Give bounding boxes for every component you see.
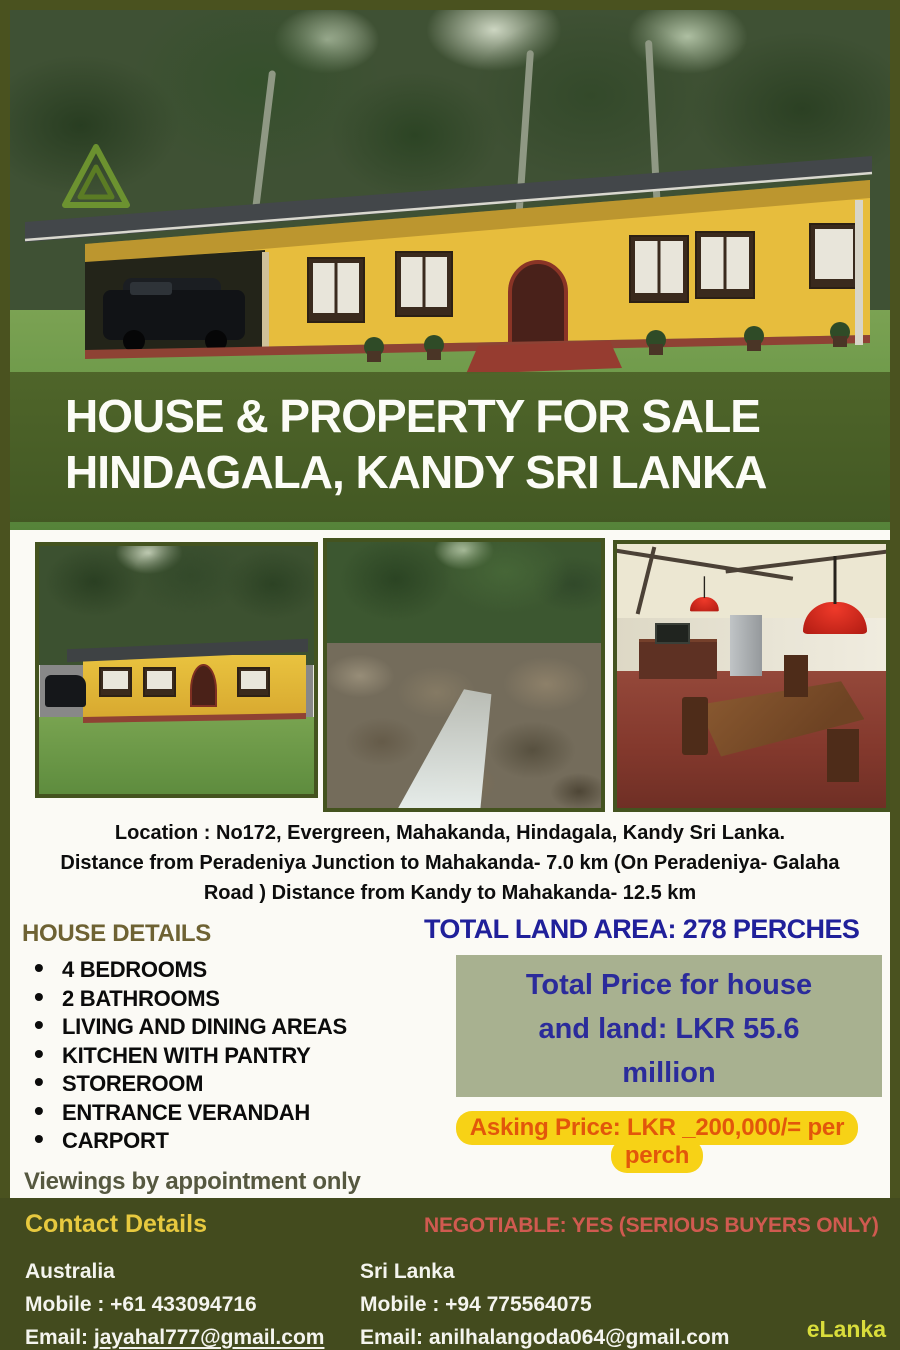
photo3-chair-art <box>681 697 709 756</box>
list-item: 2 BATHROOMS <box>14 983 414 1014</box>
photo1-door <box>189 663 217 708</box>
contact-sri-lanka: Sri Lanka Mobile : +94 775564075 Email: … <box>360 1260 729 1350</box>
content-section: Location : No172, Evergreen, Mahakanda, … <box>10 530 890 1198</box>
photo3-chair-art <box>826 728 860 782</box>
email-label: Email: <box>25 1326 94 1349</box>
viewings-note: Viewings by appointment only <box>24 1167 361 1195</box>
contact-band: Contact Details NEGOTIABLE: YES (SERIOUS… <box>0 1198 900 1350</box>
list-item: 4 BEDROOMS <box>14 954 414 985</box>
triangle-logo-icon <box>62 144 130 208</box>
list-item: STOREROOM <box>14 1068 414 1099</box>
contact-country: Australia <box>25 1260 115 1283</box>
asking-price-highlight: Asking Price: LKR _200,000/= per perch <box>418 1111 896 1173</box>
total-price-line3: million <box>622 1057 716 1089</box>
location-line3: Road ) Distance from Kandy to Mahakanda-… <box>203 882 697 904</box>
asking-price-line1: Asking Price: LKR _200,000/= per <box>455 1111 859 1145</box>
photo1-window <box>145 668 175 695</box>
location-line2: Distance from Peradeniya Junction to Mah… <box>60 852 840 874</box>
house-illustration <box>24 156 873 374</box>
email-link[interactable]: jayahal777@gmail.com <box>93 1326 325 1349</box>
list-item: KITCHEN WITH PANTRY <box>14 1040 414 1071</box>
contact-country: Sri Lanka <box>360 1260 455 1283</box>
gallery-photo-stream <box>323 538 605 812</box>
photo3-chair-art <box>783 654 808 698</box>
contact-email-row: Email: jayahal777@gmail.com <box>25 1326 324 1350</box>
total-price-line2: and land: LKR 55.6 <box>538 1013 800 1045</box>
photo2-trees-art <box>327 542 601 649</box>
contact-mobile: Mobile : +94 775564075 <box>360 1293 592 1316</box>
gallery-photo-house-exterior <box>35 542 318 798</box>
poster-title-line1: HOUSE & PROPERTY FOR SALE <box>65 390 761 442</box>
photo3-red-lamp-art <box>689 576 719 612</box>
pricing-column: TOTAL LAND AREA: 278 PERCHES Total Price… <box>418 914 896 1173</box>
location-line1: Location : No172, Evergreen, Mahakanda, … <box>114 822 786 844</box>
list-item: LIVING AND DINING AREAS <box>14 1011 414 1042</box>
photo1-house-art <box>83 655 306 718</box>
photo1-window <box>100 668 130 695</box>
list-item: ENTRANCE VERANDAH <box>14 1097 414 1128</box>
photo3-cabinet-art <box>638 639 717 679</box>
total-price-line1: Total Price for house <box>525 969 813 1001</box>
house-details-heading: HOUSE DETAILS <box>22 920 212 947</box>
house-details-column: HOUSE DETAILS 4 BEDROOMS 2 BATHROOMS LIV… <box>14 920 414 1196</box>
contact-details-heading: Contact Details <box>25 1210 207 1238</box>
asking-price-line2: perch <box>610 1139 704 1173</box>
contact-australia: Australia Mobile : +61 433094716 Email: … <box>25 1260 324 1350</box>
photo1-car-art <box>44 674 86 708</box>
poster-title-line2: HINDAGALA, KANDY SRI LANKA <box>65 446 768 498</box>
negotiable-note: NEGOTIABLE: YES (SERIOUS BUYERS ONLY) <box>424 1214 879 1237</box>
photo3-tv-art <box>654 623 690 645</box>
total-price-box: Total Price for house and land: LKR 55.6… <box>456 955 882 1097</box>
gallery-photo-dining-room <box>613 540 890 812</box>
photo3-fridge-art <box>729 615 763 676</box>
contact-mobile: Mobile : +61 433094716 <box>25 1293 257 1316</box>
photo1-lawn-art <box>39 717 314 794</box>
photo1-window <box>238 668 268 695</box>
list-item: CARPORT <box>14 1125 414 1156</box>
photo3-red-lamp-art <box>803 556 868 635</box>
title-banner: HOUSE & PROPERTY FOR SALE HINDAGALA, KAN… <box>10 372 890 522</box>
total-land-area: TOTAL LAND AREA: 278 PERCHES <box>424 914 860 944</box>
elanka-brand: eLanka <box>806 1316 886 1342</box>
hero-house-photo: HOUSE & PROPERTY FOR SALE HINDAGALA, KAN… <box>10 10 890 530</box>
contact-email[interactable]: Email: anilhalangoda064@gmail.com <box>360 1326 730 1349</box>
house-details-list: 4 BEDROOMS 2 BATHROOMS LIVING AND DINING… <box>14 954 414 1156</box>
location-paragraph: Location : No172, Evergreen, Mahakanda, … <box>10 818 890 908</box>
